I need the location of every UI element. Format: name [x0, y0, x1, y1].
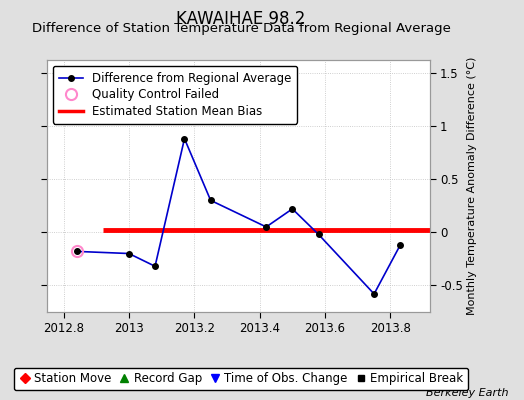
Y-axis label: Monthly Temperature Anomaly Difference (°C): Monthly Temperature Anomaly Difference (…: [467, 57, 477, 315]
Legend: Station Move, Record Gap, Time of Obs. Change, Empirical Break: Station Move, Record Gap, Time of Obs. C…: [14, 368, 468, 390]
Legend: Difference from Regional Average, Quality Control Failed, Estimated Station Mean: Difference from Regional Average, Qualit…: [53, 66, 297, 124]
Text: Difference of Station Temperature Data from Regional Average: Difference of Station Temperature Data f…: [31, 22, 451, 35]
Text: Berkeley Earth: Berkeley Earth: [426, 388, 508, 398]
Text: KAWAIHAE 98.2: KAWAIHAE 98.2: [177, 10, 305, 28]
